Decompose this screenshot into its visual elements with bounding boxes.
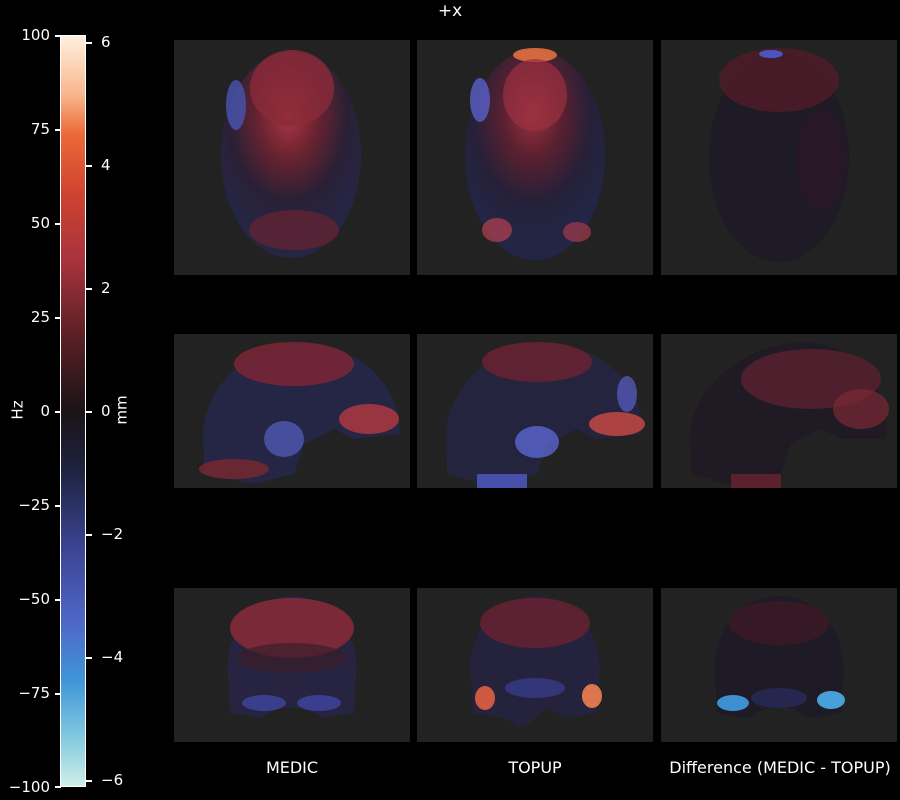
panel-topup-axial [417,40,653,275]
hz-tick-mark [55,786,61,788]
mm-tick-label: 6 [101,33,111,51]
axial-brain-image [709,48,849,262]
mm-tick-label: 0 [101,402,111,420]
sagittal-brain-image [445,342,645,488]
panel-medic-sagittal [174,334,410,488]
hz-tick-label: −25 [18,496,50,514]
mm-tick-mark [86,657,92,659]
panel-difference-coronal [661,588,897,742]
hz-tick-label: 50 [30,214,50,232]
hz-tick-label: 0 [40,402,50,420]
mm-tick-mark [86,411,92,413]
hz-tick-mark [55,693,61,695]
sagittal-brain-image [689,342,889,488]
coronal-brain-image [714,596,845,718]
hz-tick-label: 75 [30,120,50,138]
hz-tick-label: −75 [18,684,50,702]
hz-tick-mark [55,223,61,225]
hz-tick-label: −50 [18,590,50,608]
sagittal-brain-image [199,342,400,484]
hz-tick-mark [55,35,61,37]
mm-tick-label: −4 [101,648,124,666]
panel-medic-coronal [174,588,410,742]
hz-tick-mark [55,505,61,507]
axial-brain-image [465,48,605,260]
mm-tick-mark [86,42,92,44]
mm-tick-label: −2 [101,525,124,543]
mm-tick-mark [86,165,92,167]
column-label-topup: TOPUP [508,758,562,777]
colorbar-hz-label: Hz [8,400,27,420]
coronal-brain-image [470,596,602,728]
colorbar-mm-label: mm [112,395,131,425]
hz-tick-mark [55,317,61,319]
hz-tick-label: −100 [8,778,50,796]
hz-tick-label: 100 [21,26,50,44]
coronal-brain-image [227,596,357,718]
column-label-medic: MEDIC [265,758,319,777]
mm-tick-label: −6 [101,771,124,789]
mm-tick-label: 4 [101,156,111,174]
hz-tick-mark [55,411,61,413]
panel-medic-axial [174,40,410,275]
mm-tick-mark [86,288,92,290]
mm-tick-mark [86,534,92,536]
axial-brain-image [221,50,361,258]
column-label-difference: Difference (MEDIC - TOPUP) [669,758,891,777]
panel-topup-sagittal [417,334,653,488]
hz-tick-mark [55,129,61,131]
figure-title: +x [437,1,463,21]
hz-tick-label: 25 [30,308,50,326]
mm-tick-mark [86,780,92,782]
panel-difference-axial [661,40,897,275]
mm-tick-label: 2 [101,279,111,297]
colorbar [60,35,86,787]
panel-difference-sagittal [661,334,897,488]
hz-tick-mark [55,599,61,601]
panel-topup-coronal [417,588,653,742]
